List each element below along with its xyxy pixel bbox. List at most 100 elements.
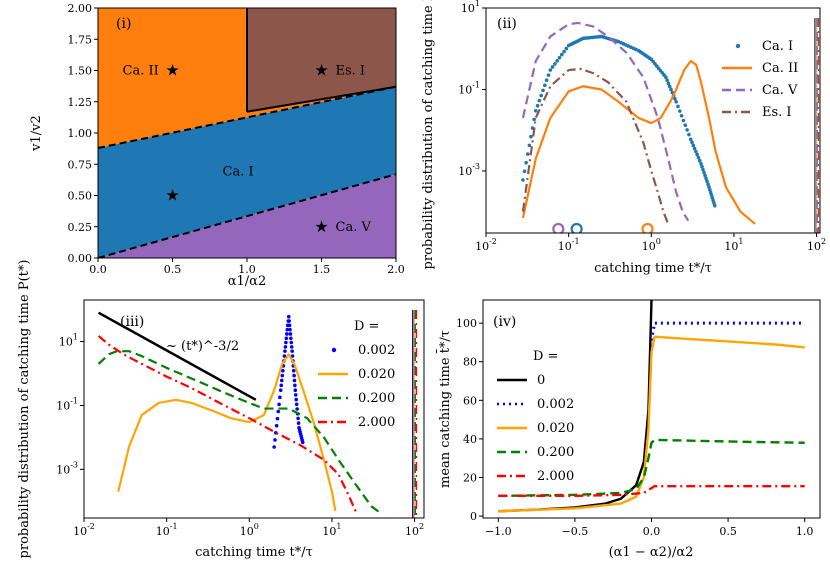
data-point <box>705 179 709 184</box>
data-point <box>281 368 285 373</box>
data-point <box>683 123 688 127</box>
x-tick-label: 10-2 <box>475 237 497 253</box>
data-point <box>296 416 300 421</box>
data-point <box>690 140 694 145</box>
data-point <box>279 383 284 388</box>
data-point <box>695 152 699 157</box>
region-label: Ca. V <box>336 220 372 235</box>
data-point <box>550 65 555 69</box>
data-point <box>676 104 680 109</box>
x-tick-label: 102 <box>405 522 424 538</box>
data-point <box>274 423 279 428</box>
data-point <box>285 327 290 332</box>
data-point <box>289 340 294 345</box>
region-label: Ca. II <box>123 64 159 79</box>
star-marker: ★ <box>314 217 328 236</box>
data-point <box>294 397 299 402</box>
data-point <box>285 332 289 336</box>
data-point <box>559 52 564 57</box>
x-ticks-i: 0.0 0.5 1.0 1.5 2.0 <box>89 258 405 276</box>
data-point <box>544 78 549 83</box>
data-point <box>291 368 296 373</box>
series-line-0200 <box>97 350 383 515</box>
x-tick-label: −1.0 <box>485 525 512 538</box>
data-point <box>294 402 299 407</box>
y-tick-label: 0.00 <box>68 252 93 265</box>
boundary-es-solid <box>246 85 396 113</box>
x-tick-label: 0.5 <box>719 525 737 538</box>
boundary-upper-dashed <box>98 85 396 149</box>
data-point <box>678 109 682 113</box>
legend-iii: D = 0.002 0.020 0.200 2.000 <box>318 319 395 430</box>
region-label: Ca. I <box>223 165 254 180</box>
data-point <box>555 59 559 63</box>
x-axis-label-ii: catching time t*/τ <box>594 261 712 276</box>
data-point <box>290 354 295 358</box>
data-point <box>286 314 291 319</box>
legend-title: D = <box>533 349 558 364</box>
data-point <box>697 158 702 163</box>
data-point <box>289 345 294 349</box>
data-point <box>712 204 717 208</box>
y-tick-label: 20 <box>463 471 477 484</box>
legend-iv: D = 0 0.002 0.020 0.200 2.000 <box>497 349 574 484</box>
data-point <box>293 388 298 393</box>
region-markers: ★ ★ ★ ★ <box>165 61 328 236</box>
series-line-0 <box>498 300 653 513</box>
x-ticks-ii: 10-2 10-1 100 101 102 <box>475 233 826 253</box>
data-point <box>533 108 538 113</box>
data-point <box>535 103 540 108</box>
data-point <box>272 445 276 449</box>
x-tick-label: 101 <box>724 237 743 253</box>
axes-frame-ii <box>485 7 821 234</box>
data-point <box>685 128 689 132</box>
series-line-0002 <box>650 321 805 341</box>
x-tick-label: 102 <box>807 237 826 253</box>
x-tick-label: 0.0 <box>643 525 661 538</box>
star-marker: ★ <box>314 61 328 80</box>
legend-label: 2.000 <box>537 469 574 484</box>
data-point <box>667 84 672 89</box>
y-axis-label-i: v1/v2 <box>29 115 44 152</box>
data-point <box>273 438 277 442</box>
y-tick-label: 0.50 <box>68 190 93 203</box>
data-point <box>279 378 284 383</box>
x-tick-label: 0.0 <box>89 263 107 276</box>
data-point <box>673 96 677 101</box>
data-point <box>665 78 669 83</box>
y-ticks-ii: 10-3 10-1 101 <box>458 0 486 178</box>
y-axis-label-iv: mean catching time t̄*/τ <box>436 330 453 488</box>
circle-marker <box>641 222 654 233</box>
star-marker: ★ <box>165 186 179 205</box>
legend-title: D = <box>354 319 379 334</box>
data-point <box>692 146 697 151</box>
data-point <box>557 55 562 60</box>
legend-label: Ca. II <box>762 61 798 76</box>
data-point <box>564 46 569 51</box>
data-point <box>522 169 527 174</box>
x-axis-label-iii: catching time t*/τ <box>195 545 313 560</box>
y-tick-label: 80 <box>463 356 477 369</box>
data-point <box>702 170 706 175</box>
legend-label: Ca. I <box>762 39 793 54</box>
legend-swatch <box>735 43 741 49</box>
y-tick-label: 1.25 <box>68 96 93 109</box>
data-point <box>287 323 292 328</box>
region-es-i <box>247 8 396 112</box>
y-axis-label-ii: probability distribution of catching tim… <box>421 0 436 269</box>
legend-label: 0.020 <box>358 367 395 382</box>
legend-label: 0.020 <box>537 421 574 436</box>
data-point <box>694 149 698 154</box>
y-tick-label: 101 <box>461 0 480 15</box>
data-point <box>521 178 525 182</box>
legend-label: 0.002 <box>537 397 574 412</box>
y-tick-label: 0 <box>470 510 477 523</box>
series-line-0020 <box>498 335 805 513</box>
panel-iii: (iii) ~ (t*)^-3/2 D =0.0020.0200.2002.00… <box>17 260 425 560</box>
data-point <box>524 160 528 165</box>
region-labels: Ca. II Es. I Ca. I Ca. V <box>123 64 372 235</box>
data-point <box>525 152 530 156</box>
y-tick-label: 60 <box>463 394 477 407</box>
data-point <box>296 421 301 425</box>
